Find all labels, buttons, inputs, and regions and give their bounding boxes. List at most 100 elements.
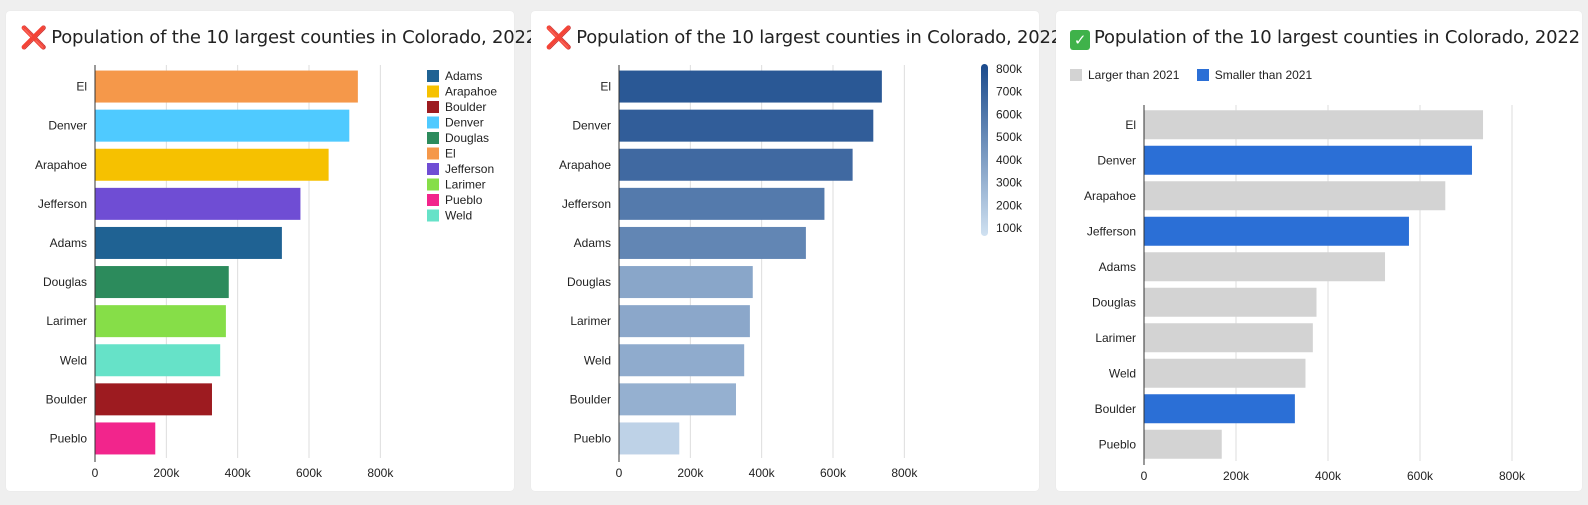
- legend-swatch-douglas: [427, 132, 439, 144]
- bar-adams: [619, 226, 806, 259]
- color-scale-label: 400k: [996, 153, 1023, 167]
- legend-label: Weld: [445, 209, 472, 223]
- y-tick-label: Jefferson: [1087, 224, 1136, 238]
- y-tick-label: Weld: [60, 353, 87, 367]
- color-scale-bar: [981, 64, 988, 236]
- bar-boulder: [95, 383, 212, 416]
- bar-jefferson: [1144, 216, 1409, 246]
- bar-larimer: [619, 305, 750, 338]
- x-tick-label: 0: [616, 466, 623, 480]
- legend-swatch-jefferson: [427, 163, 439, 175]
- y-tick-label: Denver: [572, 119, 611, 133]
- color-scale-label: 200k: [996, 198, 1023, 212]
- y-tick-label: Jefferson: [562, 197, 611, 211]
- bar-jefferson: [619, 187, 825, 220]
- x-tick-label: 0: [1141, 469, 1148, 483]
- legend-label: Boulder: [445, 100, 486, 114]
- bar-jefferson: [95, 187, 301, 220]
- y-tick-label: Pueblo: [1099, 437, 1137, 451]
- y-tick-label: Larimer: [46, 314, 87, 328]
- check-mark-icon: ✓: [1070, 30, 1090, 50]
- bar-douglas: [95, 266, 229, 299]
- color-scale-label: 100k: [996, 221, 1023, 235]
- bar-weld: [1144, 358, 1306, 388]
- bar-arapahoe: [619, 148, 853, 181]
- y-tick-label: Arapahoe: [35, 158, 87, 172]
- y-tick-label: Adams: [1099, 260, 1136, 274]
- legend-label: Pueblo: [445, 193, 483, 207]
- bar-weld: [95, 344, 221, 377]
- legend-label: Denver: [445, 116, 484, 130]
- color-scale-label: 500k: [996, 130, 1023, 144]
- y-tick-label: Adams: [50, 236, 87, 250]
- x-tick-label: 200k: [1223, 469, 1250, 483]
- bar-el: [1144, 110, 1484, 140]
- legend-label: Larger than 2021: [1088, 68, 1180, 82]
- y-tick-label: Boulder: [570, 392, 611, 406]
- chart-title-text: Population of the 10 largest counties in…: [576, 27, 1063, 48]
- legend-swatch: [1070, 69, 1082, 81]
- y-tick-label: Larimer: [570, 314, 611, 328]
- x-tick-label: 800k: [891, 466, 918, 480]
- bar-weld: [619, 344, 745, 377]
- legend-swatch-larimer: [427, 178, 439, 191]
- bar-denver: [619, 109, 874, 142]
- chart-panel-highlight: ✓ Population of the 10 largest counties i…: [1056, 11, 1582, 491]
- cross-mark-icon: ❌: [20, 26, 48, 51]
- bar-adams: [95, 226, 282, 259]
- y-tick-label: Douglas: [43, 275, 87, 289]
- bar-pueblo: [619, 422, 680, 455]
- bar-chart-highlight: 0 200k 400k 600k 800k El Denver Arapahoe Jeffers…: [1084, 105, 1526, 483]
- x-tick-label: 800k: [367, 466, 394, 480]
- chart-title: ❌ Population of the 10 largest counties i…: [545, 26, 1063, 51]
- y-tick-label: Douglas: [567, 275, 611, 289]
- legend-label: Larimer: [445, 178, 486, 192]
- y-tick-label: Boulder: [1095, 402, 1136, 416]
- bar-larimer: [1144, 323, 1313, 353]
- x-tick-label: 400k: [225, 466, 252, 480]
- legend-label: Arapahoe: [445, 85, 497, 99]
- bar-larimer: [95, 305, 226, 338]
- chart-panel-gradient: ❌ Population of the 10 largest counties i…: [531, 11, 1062, 491]
- x-tick-label: 600k: [296, 466, 323, 480]
- legend-label: El: [445, 147, 456, 161]
- legend-swatch-denver: [427, 116, 439, 129]
- legend-swatch-boulder: [427, 101, 439, 113]
- bar-arapahoe: [1144, 181, 1446, 211]
- y-tick-label: Pueblo: [50, 431, 88, 445]
- legend-swatch: [1196, 69, 1209, 81]
- legend-label: Douglas: [445, 131, 489, 145]
- y-tick-label: Weld: [1109, 366, 1136, 380]
- y-tick-label: Jefferson: [38, 197, 87, 211]
- x-tick-label: 0: [92, 466, 99, 480]
- y-tick-label: Pueblo: [574, 431, 612, 445]
- x-tick-label: 400k: [749, 466, 776, 480]
- y-tick-label: Boulder: [46, 392, 87, 406]
- legend-swatch-el: [427, 147, 439, 160]
- chart-title-text: Population of the 10 largest counties in…: [51, 27, 538, 48]
- color-scale-label: 300k: [996, 176, 1023, 190]
- color-scale-label: 600k: [996, 107, 1023, 121]
- legend-swatch-pueblo: [427, 194, 439, 206]
- y-tick-label: El: [76, 80, 87, 94]
- chart-legend: Larger than 2021 Smaller than 2021: [1070, 68, 1326, 82]
- bar-denver: [1144, 145, 1472, 175]
- legend-swatch-arapahoe: [427, 85, 439, 98]
- bar-denver: [95, 109, 350, 142]
- chart-title: ❌ Population of the 10 largest counties i…: [20, 26, 538, 51]
- y-tick-label: Weld: [584, 353, 611, 367]
- chart-panel-categorical: ❌ Population of the 10 largest counties i…: [6, 11, 537, 491]
- y-tick-label: Arapahoe: [559, 158, 611, 172]
- y-tick-label: Larimer: [1095, 331, 1136, 345]
- legend-label: Jefferson: [445, 162, 494, 176]
- color-scale-label: 700k: [996, 85, 1023, 99]
- chart-title: ✓ Population of the 10 largest counties i…: [1070, 27, 1580, 50]
- bar-boulder: [1144, 394, 1295, 424]
- bar-douglas: [1144, 287, 1317, 317]
- legend-swatch-weld: [427, 209, 439, 222]
- bar-chart-gradient: 0 200k 400k 600k 800k El Denver Arapahoe Jeffers…: [559, 62, 1023, 480]
- legend-item-larger: Larger than 2021: [1070, 68, 1179, 82]
- x-tick-label: 800k: [1499, 469, 1526, 483]
- cross-mark-icon: ❌: [545, 26, 573, 51]
- legend-swatch-adams: [427, 70, 439, 82]
